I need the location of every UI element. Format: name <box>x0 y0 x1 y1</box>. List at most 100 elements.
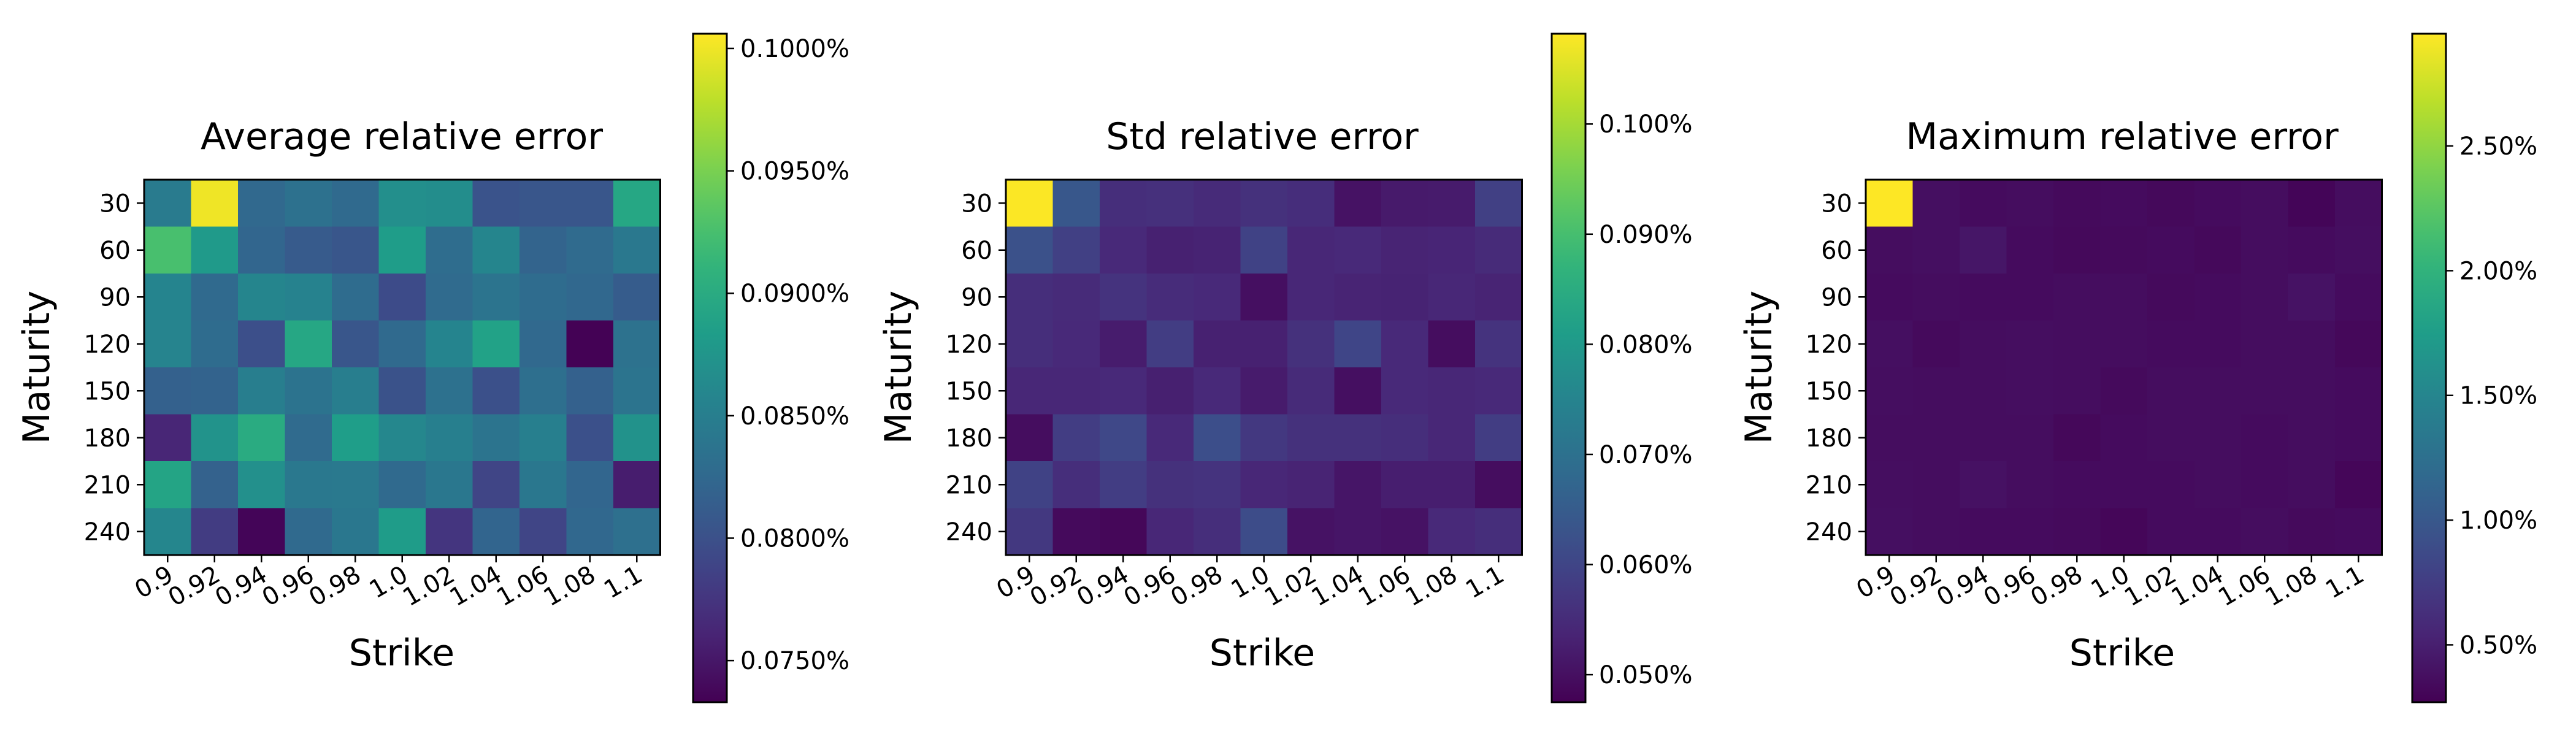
heatmap-cell <box>1006 508 1054 556</box>
heatmap-cell <box>1428 414 1476 462</box>
y-tick-label: 240 <box>84 518 131 546</box>
heatmap-cell <box>1194 414 1241 462</box>
heatmap-cell <box>613 320 661 368</box>
heatmap-cell <box>1146 461 1194 509</box>
colorbar-tick-label: 0.060% <box>1599 551 1693 580</box>
heatmap-cell <box>285 461 332 509</box>
heatmap-cell <box>1475 180 1523 228</box>
heatmap-cell <box>238 461 286 509</box>
heatmap-cell <box>613 414 661 462</box>
heatmap-cell <box>613 180 661 228</box>
heatmap-cell <box>566 180 614 228</box>
heatmap-cell <box>1240 414 1288 462</box>
heatmap-cell <box>238 226 286 274</box>
heatmap-cell <box>2006 320 2054 368</box>
heatmap-cell <box>2100 414 2148 462</box>
heatmap-cell <box>1052 414 1100 462</box>
colorbar-tick-label: 0.080% <box>1599 331 1693 359</box>
heatmap-cell <box>1381 414 1429 462</box>
heatmap-cell <box>1100 508 1148 556</box>
heatmap-cell <box>2006 461 2054 509</box>
heatmap-cell <box>332 226 380 274</box>
heatmap-cell <box>2053 367 2101 415</box>
heatmap-cell <box>1866 226 1914 274</box>
heatmap-cell <box>2288 367 2336 415</box>
heatmap-cell <box>1100 226 1148 274</box>
heatmap-cell <box>1334 508 1382 556</box>
heatmap-cell <box>613 274 661 321</box>
heatmap-cell <box>1052 274 1100 321</box>
heatmap-cell <box>285 226 332 274</box>
x-tick-label: 1.08 <box>2261 561 2322 612</box>
heatmap-cell <box>1240 274 1288 321</box>
heatmap-cell <box>613 367 661 415</box>
heatmap-cell <box>238 508 286 556</box>
heatmap-cell <box>2241 461 2289 509</box>
y-axis-label: Maturity <box>15 291 58 444</box>
heatmap-cell <box>1287 226 1335 274</box>
heatmap-cell <box>285 274 332 321</box>
heatmap-cell <box>1381 226 1429 274</box>
heatmap-cell <box>238 320 286 368</box>
heatmap-cell <box>332 180 380 228</box>
y-tick-label: 150 <box>946 377 992 405</box>
heatmap-cell <box>1287 508 1335 556</box>
heatmap-cell <box>426 274 473 321</box>
colorbar-tick-label: 0.0850% <box>740 402 849 431</box>
heatmap-cell <box>2147 274 2195 321</box>
heatmap-cell <box>2006 414 2054 462</box>
heatmap-cell <box>2194 508 2242 556</box>
heatmap-cell <box>1866 180 1914 228</box>
heatmap-cell <box>2335 180 2383 228</box>
y-tick-label: 90 <box>1821 283 1852 312</box>
heatmap-cell <box>1912 461 1960 509</box>
heatmap-cell <box>1052 226 1100 274</box>
heatmap-cell <box>2288 180 2336 228</box>
x-tick-label: 1.08 <box>539 561 600 612</box>
heatmap-cell <box>1240 508 1288 556</box>
heatmap-cell <box>2241 508 2289 556</box>
heatmap-cell <box>378 461 426 509</box>
heatmap-cell <box>1194 461 1241 509</box>
heatmap-cell <box>2006 367 2054 415</box>
heatmap-cell <box>2335 367 2383 415</box>
heatmap-cell <box>144 508 192 556</box>
x-tick-label: 0.98 <box>2026 561 2087 612</box>
heatmap-cell <box>2241 367 2289 415</box>
heatmap-cell <box>2006 226 2054 274</box>
heatmap-cell <box>1240 180 1288 228</box>
heatmap-cell <box>2147 461 2195 509</box>
heatmap-cell <box>2335 508 2383 556</box>
heatmap-cell <box>1287 461 1335 509</box>
heatmap-cell <box>238 180 286 228</box>
y-tick-label: 60 <box>1821 237 1852 265</box>
heatmap-cell <box>1960 180 2007 228</box>
heatmap-cell <box>1334 180 1382 228</box>
heatmap-cell <box>1381 508 1429 556</box>
colorbar-tick-label: 0.50% <box>2459 631 2537 659</box>
heatmap-cell <box>426 226 473 274</box>
heatmap-cell <box>2335 461 2383 509</box>
heatmap-cell <box>2194 320 2242 368</box>
heatmap-cell <box>1866 508 1914 556</box>
heatmap-cell <box>2194 367 2242 415</box>
heatmap-cell <box>144 226 192 274</box>
heatmap-cell <box>1866 320 1914 368</box>
heatmap-cell <box>1428 226 1476 274</box>
heatmap-cell <box>2100 320 2148 368</box>
heatmap-cell <box>378 226 426 274</box>
heatmap-cell <box>426 508 473 556</box>
heatmap-cell <box>2147 180 2195 228</box>
heatmap-cell <box>285 320 332 368</box>
colorbar-tick-label: 0.050% <box>1599 661 1693 689</box>
heatmap-cell <box>472 414 520 462</box>
heatmap-cell <box>1334 414 1382 462</box>
heatmap-cell <box>1475 367 1523 415</box>
heatmap-cell <box>566 367 614 415</box>
colorbar-tick-label: 0.090% <box>1599 221 1693 249</box>
heatmap-cell <box>1428 461 1476 509</box>
heatmap-cell <box>1381 180 1429 228</box>
heatmap-cell <box>519 461 567 509</box>
heatmap-cell <box>1428 274 1476 321</box>
heatmap-cell <box>2006 180 2054 228</box>
